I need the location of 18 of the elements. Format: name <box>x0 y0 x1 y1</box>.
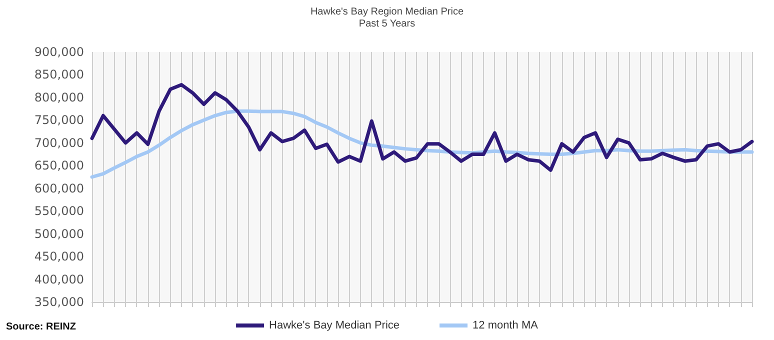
chart-title: Hawke's Bay Region Median Price <box>310 6 464 18</box>
y-tick-label: 500,000 <box>34 226 84 241</box>
y-tick-label: 400,000 <box>34 272 84 286</box>
y-tick-label: 800,000 <box>34 90 84 104</box>
y-tick-label: 600,000 <box>34 181 84 196</box>
legend-label: Hawke's Bay Median Price <box>269 320 400 332</box>
source-note: Source: REINZ <box>6 322 76 332</box>
y-tick-label: 350,000 <box>34 295 84 309</box>
y-tick-label: 550,000 <box>34 204 84 218</box>
y-tick-label: 650,000 <box>34 158 84 173</box>
legend-label: 12 month MA <box>472 320 539 332</box>
chart-subtitle: Past 5 Years <box>358 18 416 30</box>
y-tick-label: 850,000 <box>34 68 84 82</box>
line-series <box>90 82 754 172</box>
y-tick-label: 750,000 <box>34 113 84 128</box>
y-tick-label: 450,000 <box>34 250 84 264</box>
y-tick-label: 900,000 <box>34 45 84 59</box>
y-tick-label: 700,000 <box>34 136 84 150</box>
